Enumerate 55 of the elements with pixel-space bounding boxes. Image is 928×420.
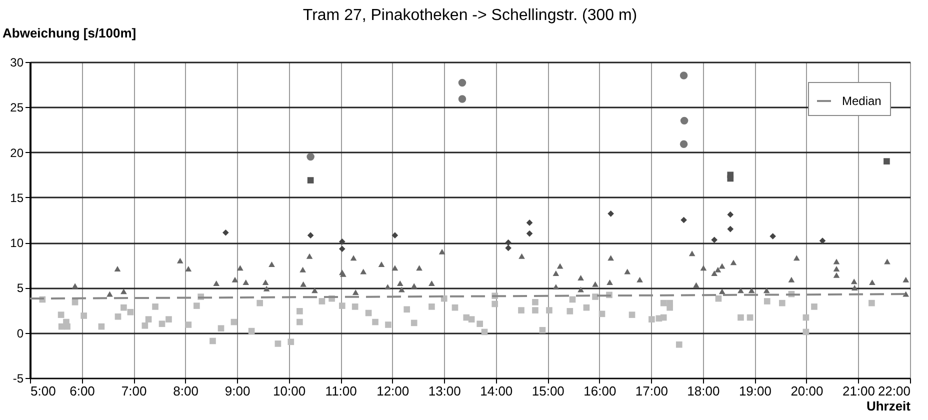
point <box>608 210 614 217</box>
point <box>884 158 890 164</box>
point <box>222 229 229 236</box>
point <box>680 140 688 148</box>
point <box>338 238 346 245</box>
point <box>458 78 466 87</box>
y-tick-label: 10 <box>10 236 24 250</box>
x-tick-label: 19:00 <box>738 384 772 398</box>
x-tick-label: 16:00 <box>584 384 616 398</box>
y-tick-label: 5 <box>16 281 24 296</box>
x-tick-label: 20:00 <box>790 384 824 398</box>
point <box>770 233 776 240</box>
point <box>307 177 314 184</box>
x-tick-label: 9:00 <box>224 384 250 398</box>
point <box>338 246 346 252</box>
point <box>819 238 826 244</box>
x-tick-label: 12:00 <box>376 384 410 398</box>
point <box>680 216 687 224</box>
point <box>458 95 466 103</box>
y-axis-title: Abweichung [s/100m] <box>2 26 136 40</box>
x-tick-label: 18:00 <box>687 384 720 398</box>
legend-label: Median <box>842 94 882 108</box>
y-tick-label: 15 <box>10 190 24 205</box>
point <box>306 152 314 161</box>
x-tick-label: 5:00 <box>30 384 56 398</box>
y-tick-label: 0 <box>16 326 24 340</box>
point <box>711 236 718 244</box>
x-tick-label: 14:00 <box>480 384 513 398</box>
x-tick-label: 21:00 <box>842 384 876 398</box>
point <box>680 72 688 80</box>
x-tick-label: 15:00 <box>532 384 564 398</box>
point <box>680 116 688 125</box>
x-tick-label: 7:00 <box>121 384 147 398</box>
x-tick-label: 8:00 <box>173 384 198 398</box>
x-axis-title: Uhrzeit <box>866 398 912 414</box>
y-tick-label: 25 <box>10 100 24 115</box>
point <box>392 232 398 239</box>
point <box>307 232 314 239</box>
chart-title: Tram 27, Pinakotheken -> Schellingstr. (300 m) <box>302 7 638 24</box>
x-tick-label: 22:00 <box>878 384 910 398</box>
point <box>727 175 734 182</box>
x-tick-label: 6:00 <box>70 384 95 398</box>
point <box>727 211 734 218</box>
y-tick-label: 30 <box>10 56 24 70</box>
x-tick-label: 17:00 <box>635 384 668 398</box>
y-tick-label: 20 <box>10 146 24 160</box>
x-tick-label: 10:00 <box>273 384 306 398</box>
point <box>505 239 512 246</box>
y-tick-label: -5 <box>12 372 24 386</box>
x-tick-label: 13:00 <box>428 384 461 398</box>
x-tick-label: 11:00 <box>325 384 357 398</box>
point <box>505 244 512 252</box>
point <box>526 230 533 237</box>
point <box>727 226 734 232</box>
point <box>526 220 533 226</box>
